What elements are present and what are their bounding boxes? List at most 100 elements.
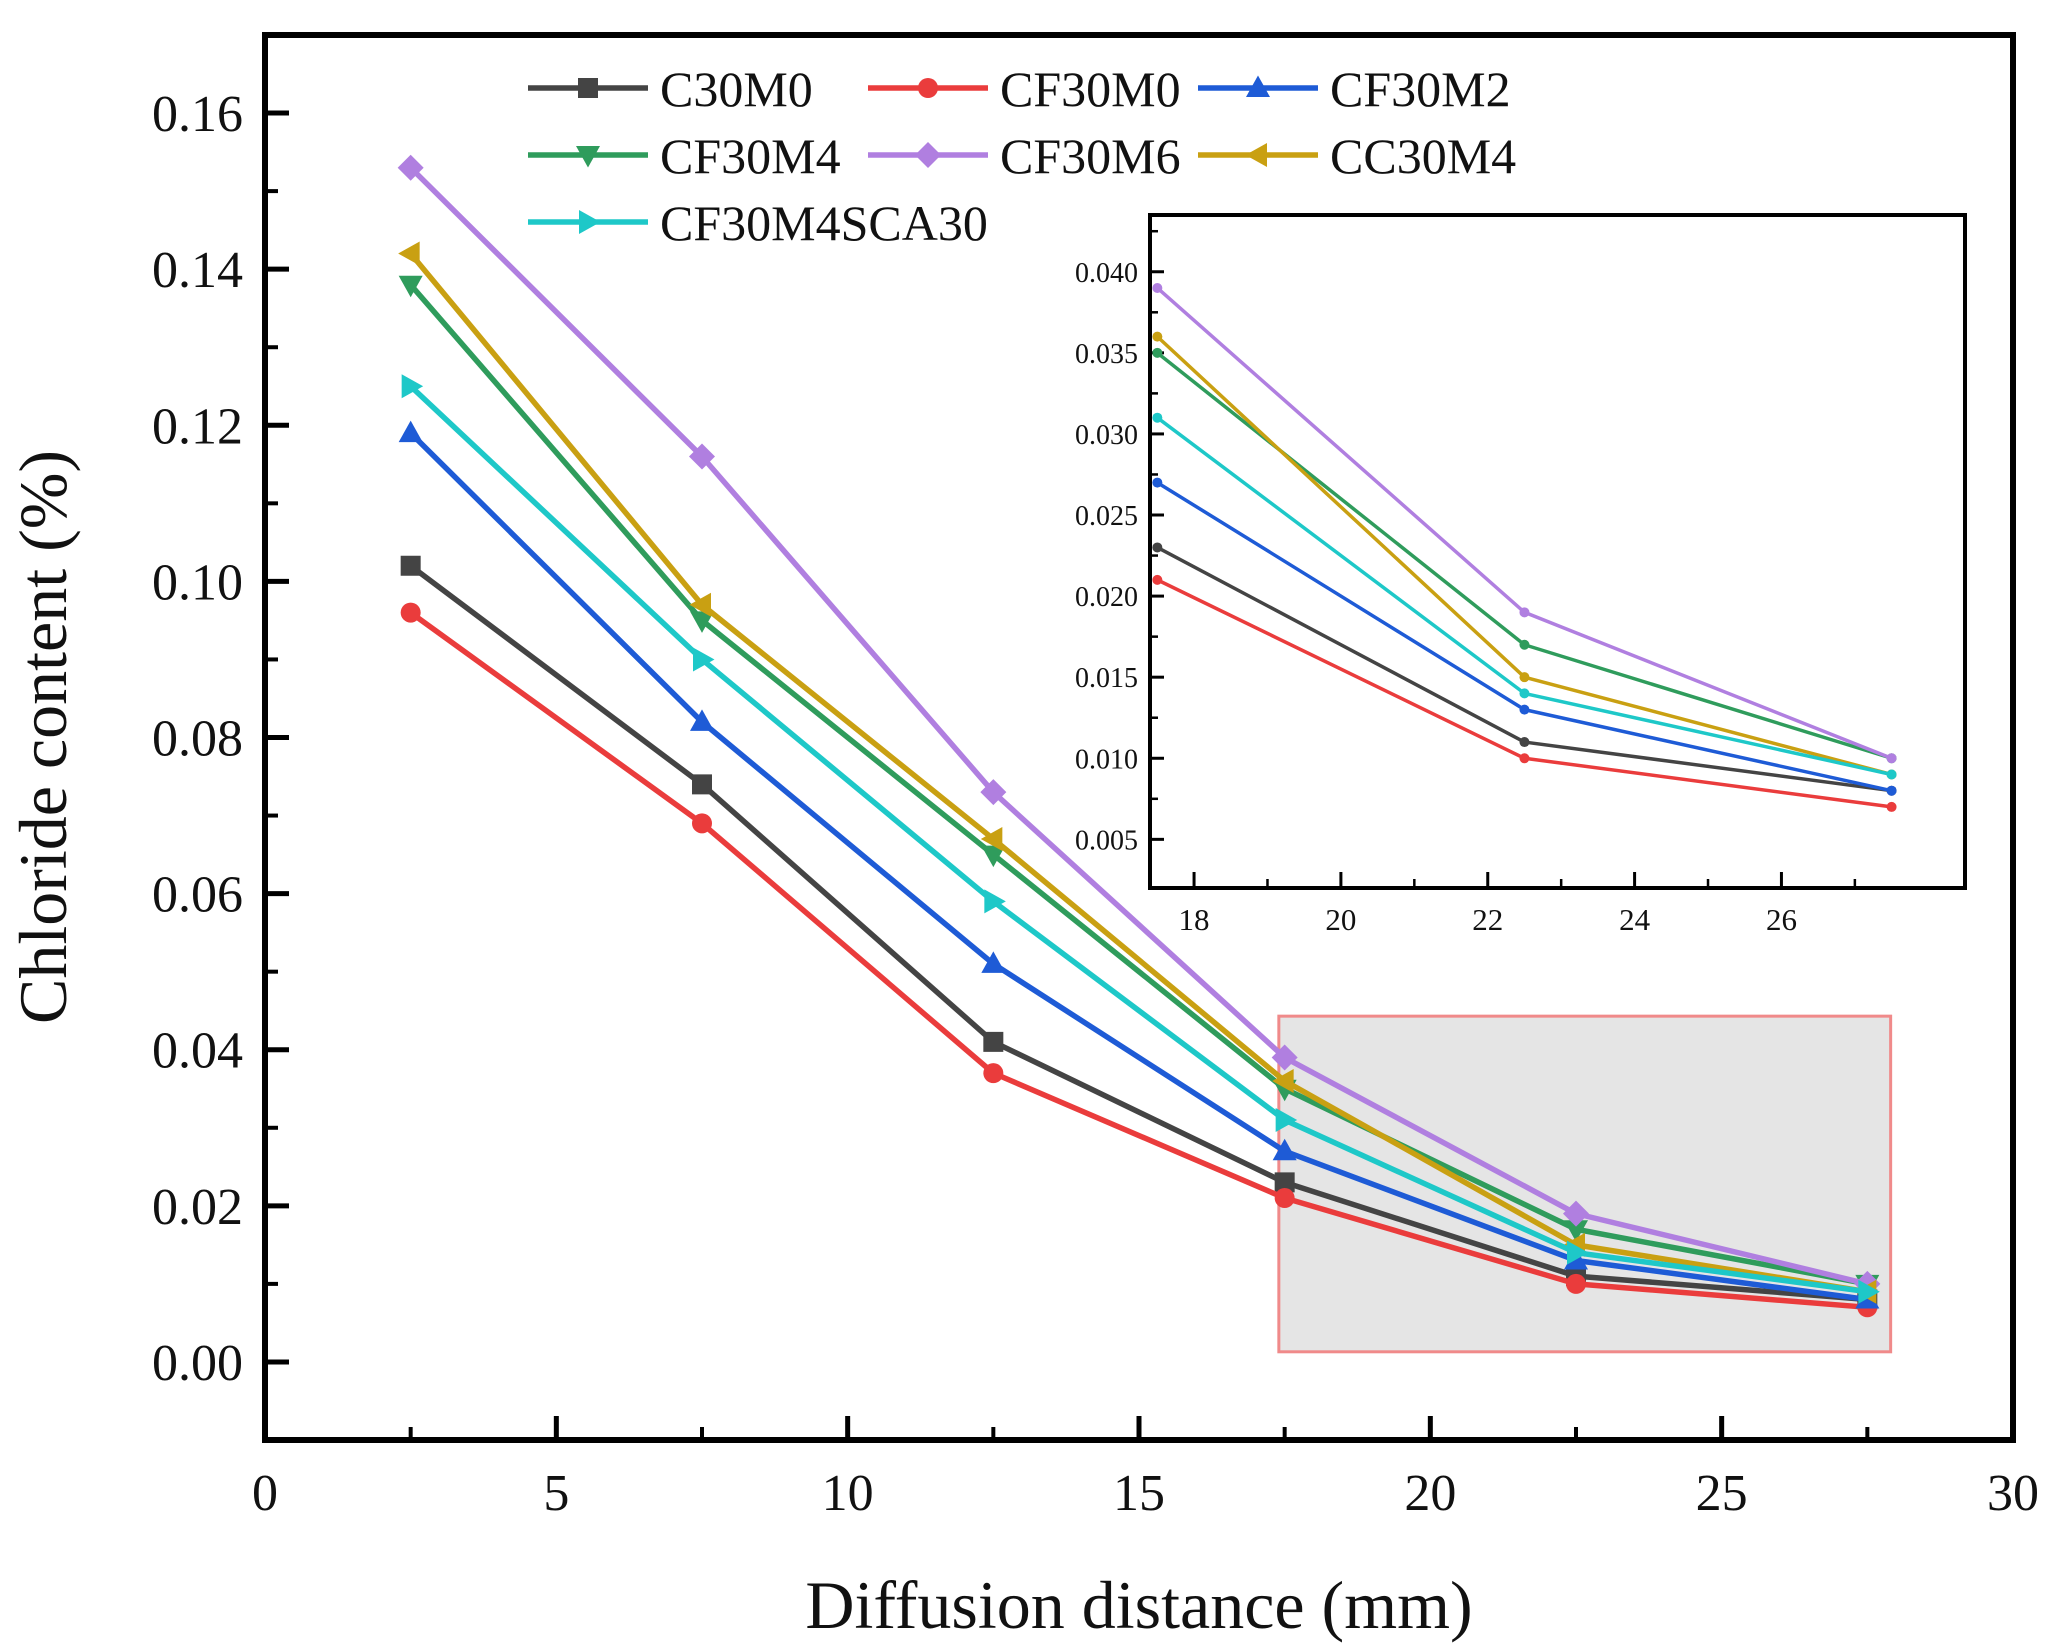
- data-point-cf30m6: [1563, 1200, 1589, 1227]
- inset-axis-ticks: [1150, 229, 1857, 888]
- inset-data-point-c30m0: [1152, 542, 1163, 553]
- inset-y-tick-label: 0.020: [1075, 582, 1138, 613]
- inset-data-point-cf30m4sca30: [1519, 688, 1530, 699]
- inset-y-tick-label: 0.015: [1075, 663, 1138, 694]
- inset-x-tick-label: 20: [1325, 902, 1356, 937]
- inset-data-point-cf30m0: [1886, 801, 1897, 812]
- legend-marker: [576, 146, 600, 168]
- data-point-c30m0: [400, 555, 421, 576]
- data-point-cf30m4sca30: [1275, 1107, 1298, 1132]
- inset-data-point-cf30m6: [1886, 753, 1897, 764]
- inset-data-point-cf30m4sca30: [1152, 412, 1163, 423]
- x-tick-label: 30: [1987, 1465, 2039, 1522]
- data-point-cf30m0: [1566, 1273, 1586, 1294]
- data-point-c30m0: [692, 774, 712, 795]
- legend-marker: [579, 210, 601, 234]
- data-point-cf30m4sca30: [1567, 1240, 1589, 1265]
- x-axis-title: Diffusion distance (mm): [805, 1567, 1472, 1643]
- data-point-cf30m2: [398, 420, 423, 443]
- data-point-cf30m4sca30: [1858, 1279, 1880, 1304]
- data-point-cf30m0: [692, 813, 712, 834]
- y-tick-label: 0.02: [152, 1179, 243, 1236]
- inset-data-point-cf30m4: [1152, 347, 1163, 358]
- legend-marker: [915, 142, 941, 168]
- inset-series-cf30m6: [1152, 282, 1897, 764]
- inset-data-point-cf30m6: [1152, 282, 1163, 293]
- main-axis-tick-labels: 0 5 10 15 20 25 30 0.00 0.02 0.04 0.06 0.08 0.10 0.12…: [152, 86, 2039, 1522]
- series-line-cc30m4: [408, 251, 1868, 1295]
- data-point-cc30m4: [1272, 1068, 1294, 1093]
- series-line-cf30m0: [409, 610, 1868, 1311]
- legend-marker: [1246, 75, 1270, 97]
- x-tick-label: 10: [822, 1465, 874, 1522]
- inset-x-tick-label: 22: [1472, 902, 1503, 937]
- y-tick-label: 0.08: [152, 711, 243, 768]
- y-tick-label: 0.14: [152, 242, 243, 299]
- series-line-cf30m4sca30: [408, 384, 1868, 1295]
- data-point-c30m0: [983, 1031, 1004, 1052]
- series-line-c30m0: [409, 563, 1868, 1303]
- data-point-cc30m4: [980, 826, 1003, 851]
- legend-item-cc30m4: CC30M4: [1198, 128, 1516, 184]
- data-point-cf30m4: [398, 275, 423, 298]
- legend-label: C30M0: [660, 61, 813, 117]
- legend-item-cf30m6: CF30M6: [868, 128, 1181, 184]
- data-point-cf30m6: [980, 779, 1007, 806]
- inset-data-point-cc30m4: [1519, 672, 1530, 683]
- inset-y-tick-label: 0.005: [1075, 825, 1138, 856]
- y-tick-label: 0.12: [152, 398, 243, 455]
- inset-y-tick-label: 0.040: [1075, 258, 1138, 289]
- legend-item-c30m0: C30M0: [528, 61, 813, 117]
- y-tick-label: 0.16: [152, 86, 243, 143]
- y-tick-label: 0.04: [152, 1023, 243, 1080]
- inset-data-point-cf30m4sca30: [1886, 769, 1897, 780]
- legend-marker: [578, 78, 598, 98]
- legend-label: CF30M6: [1000, 128, 1181, 184]
- x-tick-label: 5: [543, 1465, 569, 1522]
- inset-plot-frame: [1148, 213, 1967, 890]
- inset-data-point-cf30m0: [1519, 753, 1530, 764]
- inset-chart: 18 20 22 24 26 0.005 0.010 0.015 0.020 0.025 0.030…: [1075, 213, 1967, 937]
- x-tick-label: 20: [1404, 1465, 1456, 1522]
- x-tick-label: 15: [1113, 1465, 1165, 1522]
- legend-marker: [1245, 143, 1267, 167]
- legend-label: CC30M4: [1330, 128, 1516, 184]
- inset-y-tick-label: 0.010: [1075, 744, 1138, 775]
- inset-data-point-cc30m4: [1152, 331, 1163, 342]
- inset-y-tick-label: 0.035: [1075, 339, 1138, 370]
- data-point-cf30m6: [397, 154, 424, 181]
- series-cf30m6: [397, 154, 1881, 1297]
- data-point-cf30m2: [1272, 1138, 1297, 1161]
- data-point-cf30m2: [981, 951, 1006, 973]
- inset-data-point-cf30m2: [1152, 477, 1163, 488]
- inset-data-point-cf30m4: [1519, 639, 1530, 650]
- inset-series-cf30m0: [1152, 574, 1897, 812]
- y-tick-label: 0.06: [152, 867, 243, 924]
- data-point-cf30m4: [981, 845, 1006, 868]
- inset-data-point-cf30m0: [1152, 574, 1163, 585]
- legend-marker: [918, 78, 938, 98]
- data-point-cc30m4: [398, 241, 420, 266]
- data-point-cf30m6: [1271, 1044, 1298, 1071]
- inset-data-point-cf30m2: [1886, 785, 1897, 796]
- inset-x-tick-label: 24: [1619, 902, 1651, 937]
- data-point-cf30m4: [1564, 1220, 1588, 1242]
- inset-y-tick-label: 0.025: [1075, 501, 1138, 532]
- legend: C30M0 CF30M0 CF30M2 CF30M4 CF30M6 CC30M4 CF30M…: [528, 61, 1516, 251]
- inset-x-tick-label: 26: [1766, 902, 1797, 937]
- data-point-cf30m6: [689, 443, 715, 470]
- legend-label: CF30M2: [1330, 61, 1511, 117]
- inset-data-point-c30m0: [1519, 737, 1530, 748]
- series-line-cf30m2: [408, 431, 1868, 1303]
- inset-series-group: [1152, 282, 1897, 812]
- main-series-group: [397, 154, 1881, 1318]
- x-tick-label: 0: [252, 1465, 278, 1522]
- legend-label: CF30M4: [660, 128, 841, 184]
- legend-item-cf30m4sca30: CF30M4SCA30: [528, 195, 988, 251]
- inset-series-cf30m4sca30: [1152, 412, 1897, 780]
- legend-item-cf30m4: CF30M4: [528, 128, 841, 184]
- inset-series-cf30m2: [1152, 477, 1897, 796]
- y-tick-label: 0.10: [152, 554, 243, 611]
- data-point-cc30m4: [689, 592, 711, 617]
